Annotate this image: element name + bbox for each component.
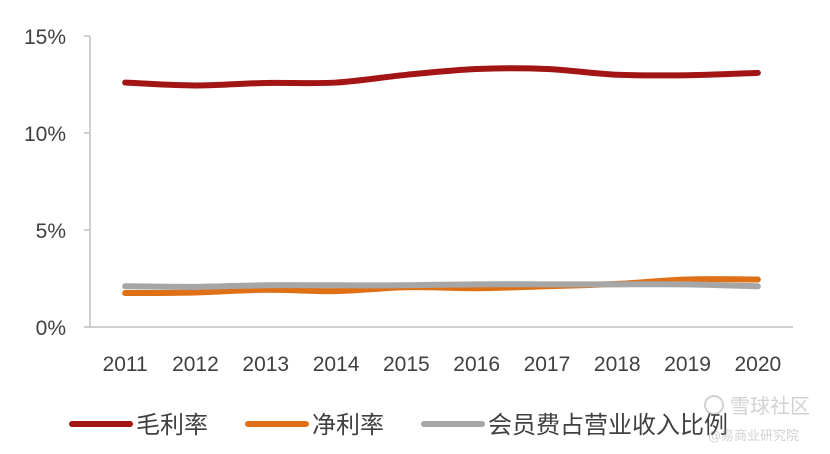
y-tick-label: 10%: [24, 123, 66, 146]
snowball-logo-icon: [704, 395, 724, 415]
x-tick-label: 2013: [242, 353, 289, 376]
y-tick-label: 0%: [36, 317, 66, 340]
x-tick-label: 2012: [172, 353, 219, 376]
x-tick-label: 2018: [594, 353, 641, 376]
x-tick-labels: 2011 2012 2013 2014 2015 2016 2017 2018 2019 2020: [103, 353, 782, 376]
watermark: 雪球社区 @易商业研究院: [704, 394, 810, 444]
x-tick-label: 2011: [103, 353, 148, 376]
legend-label: 会员费占营业收入比例: [488, 411, 728, 439]
y-tick-label: 5%: [36, 220, 66, 243]
x-tick-label: 2017: [524, 353, 571, 376]
legend-label: 毛利率: [136, 411, 208, 439]
watermark-line1: 雪球社区: [730, 394, 810, 418]
x-tick-label: 2019: [664, 353, 711, 376]
x-tick-label: 2015: [383, 353, 430, 376]
chart-axes: [84, 35, 793, 328]
series-line-1: [122, 65, 761, 89]
legend-label: 净利率: [312, 411, 384, 439]
series-line-3: [122, 281, 761, 290]
y-tick-labels: 0% 5% 10% 15%: [24, 26, 66, 340]
series-lines: [122, 65, 761, 297]
x-tick-label: 2014: [313, 353, 360, 376]
y-tick-label: 15%: [24, 26, 66, 49]
legend: 毛利率 净利率 会员费占营业收入比例: [69, 411, 728, 439]
x-tick-label: 2016: [453, 353, 500, 376]
x-tick-label: 2020: [734, 353, 781, 376]
watermark-line2: @易商业研究院: [708, 429, 799, 444]
